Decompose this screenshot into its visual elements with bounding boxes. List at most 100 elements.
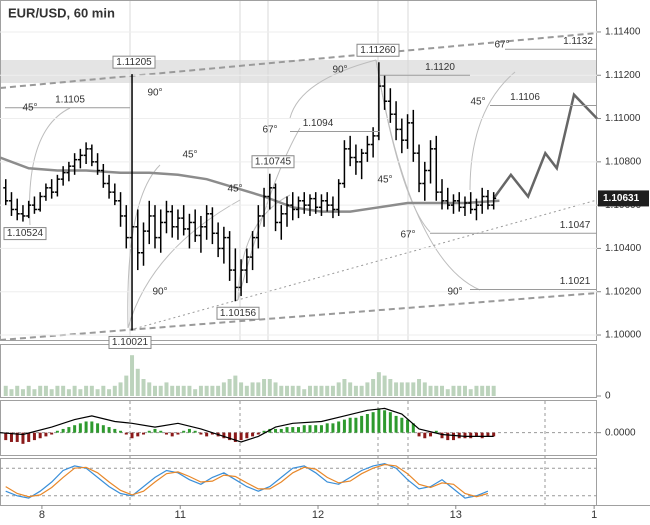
y-tick-label: 1.10800 [605,156,642,167]
macd-bar [463,432,467,439]
macd-bar [130,432,134,439]
macd-bar [124,432,128,435]
fan-arcs [29,59,516,329]
volume-bar [55,385,60,396]
macd-bar [55,430,59,433]
volume-bar [164,382,169,396]
level-label: 1.1047 [560,220,591,231]
volume-bar [20,389,25,396]
macd-bar [337,421,341,433]
volume-bar [204,385,209,396]
volume-bar [428,385,433,396]
level-label: 1.1120 [425,62,455,73]
volume-bar [279,385,284,396]
volume-bar [78,389,83,396]
level-label: 1.1105 [55,94,85,105]
macd-bar [383,410,387,433]
macd-bar [360,415,364,433]
moving-average [0,156,500,213]
volume-bar [216,385,221,396]
x-tick-label: 12 [312,509,324,521]
macd-bar [297,427,300,433]
macd-bar [205,432,209,437]
volume-bar [394,382,399,396]
volume-bar [434,385,439,396]
volume-bar [365,382,370,396]
volume-bar [457,385,462,396]
volume-bar [244,385,249,396]
volume-bar [491,385,496,396]
price-box-label: 1.10021 [112,337,149,348]
volume-bar [330,385,335,396]
level-label: 1.1132 [563,36,593,47]
price-box-label: 1.10745 [255,156,292,167]
volume-bar [38,385,43,396]
volume-bar [112,385,117,396]
macd-bar [302,425,306,433]
volume-bar [72,385,77,396]
macd-bar [354,417,358,433]
volume-bar [480,385,485,396]
macd-bar [262,430,266,433]
volume-bar [152,385,157,396]
trend-lines [0,32,598,341]
y-tick-label: 1.10000 [605,330,642,341]
volume-bar [221,382,226,396]
volume-bar [49,389,54,396]
volume-bar [302,389,307,396]
x-tick-label: 1 [591,509,597,521]
volume-bar [485,385,490,396]
macd-bar [279,428,283,433]
macd-bar [474,432,478,437]
macd-bar [365,414,369,433]
macd-bar [210,432,214,435]
volume-bar [342,379,347,396]
macd-bar [44,432,48,437]
volume-bar [9,389,14,396]
macd-bar [440,432,444,439]
macd-bar [199,432,203,435]
volume-bar [307,385,312,396]
macd-bar [394,415,398,433]
volume-bar [285,385,290,396]
volume-bar [353,385,358,396]
volume-bar [89,385,94,396]
macd-bar [371,412,375,433]
volume-bar [61,385,66,396]
volume-bar [290,385,295,396]
x-tick-label: 8 [39,509,45,521]
volume-bar [440,385,445,396]
macd-bar [377,408,381,433]
level-label: 1.1021 [560,276,591,287]
macd-bar [73,425,77,433]
macd-bar [90,421,94,433]
price-box [3,227,47,241]
lower-session-lines [129,401,546,505]
volume-bar [417,379,422,396]
price-box-label: 1.10156 [220,308,257,319]
angle-label: 90° [332,65,347,76]
volume-bar [359,385,364,396]
macd-bar [434,430,438,433]
volume-bar [147,382,152,396]
volume-bar [32,389,37,396]
macd-bar [429,432,433,437]
volume-bar [95,389,100,396]
y-tick-label: 1.11000 [605,113,641,124]
macd-bar [314,425,318,433]
macd-bar [50,432,54,435]
price-box-label: 1.10524 [7,228,44,239]
angle-label: 67° [262,125,277,136]
volume-bar [187,385,192,396]
volume-bar [336,382,341,396]
macd-bar [164,432,168,435]
angle-label: 90° [147,88,162,99]
macd-bar [176,432,180,435]
macd-bar [446,432,450,441]
volume-bar [43,385,48,396]
volume-bar [422,382,427,396]
angle-label: 45° [470,97,485,108]
volume-bar [405,382,410,396]
angle-label: 45° [377,175,392,186]
volume-bar [250,382,255,396]
